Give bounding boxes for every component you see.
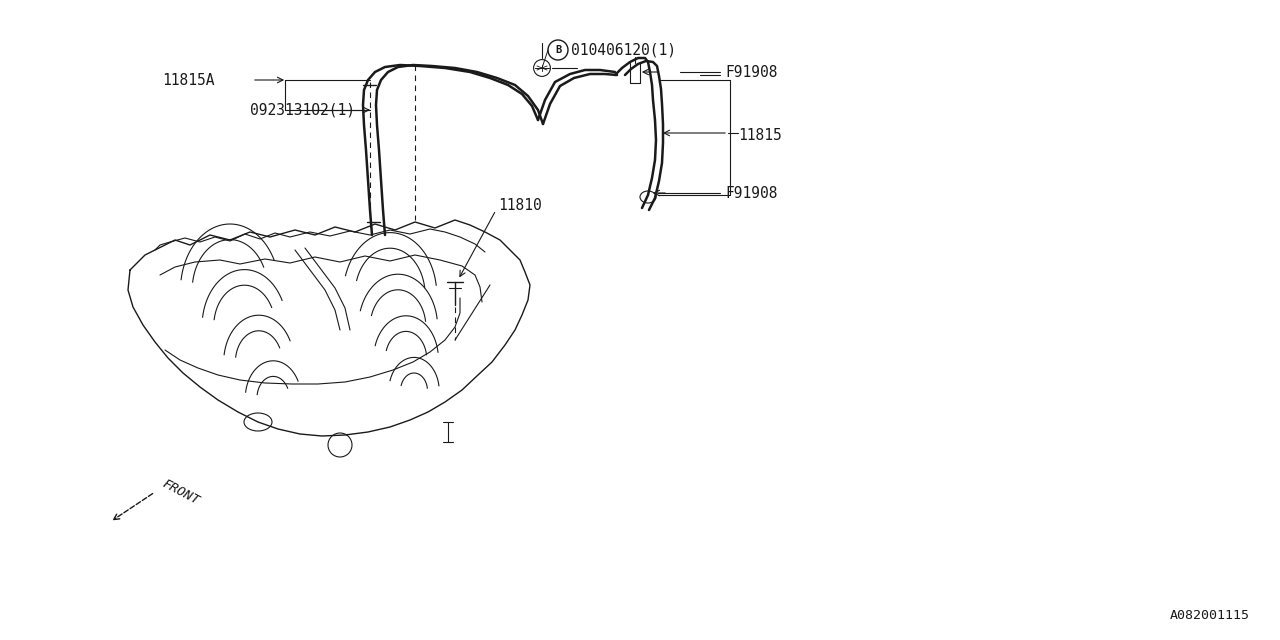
Text: 11815: 11815 xyxy=(739,127,782,143)
Text: F91908: F91908 xyxy=(724,186,777,200)
Text: 11815A: 11815A xyxy=(163,72,215,88)
Text: 0923131O2(1): 0923131O2(1) xyxy=(250,102,355,118)
Text: B: B xyxy=(554,45,561,55)
Text: 11810: 11810 xyxy=(498,198,541,212)
Text: A082001115: A082001115 xyxy=(1170,609,1251,622)
Polygon shape xyxy=(128,220,530,436)
Text: F91908: F91908 xyxy=(724,65,777,79)
Text: FRONT: FRONT xyxy=(160,477,201,507)
Text: 010406120(1): 010406120(1) xyxy=(571,42,676,58)
